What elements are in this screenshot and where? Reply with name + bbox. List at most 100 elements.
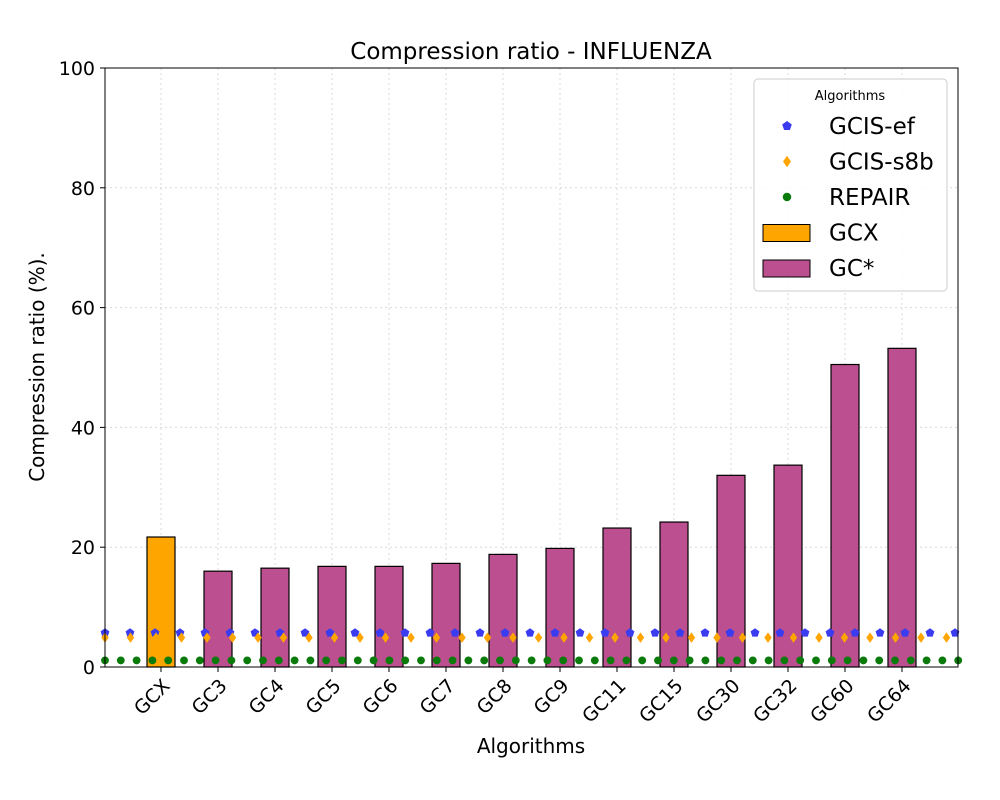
marker-gcis-s8b — [305, 632, 313, 643]
marker-repair — [496, 656, 504, 665]
marker-gcis-s8b — [560, 632, 568, 643]
marker-gcis-ef — [550, 628, 560, 637]
legend-label: GC* — [829, 256, 874, 282]
bar-gc8 — [488, 553, 518, 668]
bar-gc64 — [887, 347, 917, 668]
marker-repair — [590, 656, 599, 665]
x-tick-label: GC30 — [692, 675, 744, 727]
bar-gc3 — [203, 570, 233, 668]
marker-repair — [669, 656, 678, 665]
y-axis: 0 20 40 60 80 100 — [59, 58, 105, 679]
marker-repair — [164, 656, 173, 665]
x-tick-label: GC5 — [302, 675, 346, 719]
marker-gcis-s8b — [407, 632, 415, 643]
marker-repair — [701, 656, 710, 665]
marker-repair — [243, 656, 252, 665]
marker-repair — [827, 656, 836, 665]
marker-repair — [875, 656, 884, 665]
marker-repair — [148, 656, 157, 665]
legend-swatch — [783, 155, 791, 168]
marker-gcis-ef — [450, 628, 460, 637]
legend-items: GCIS-ef GCIS-s8b REPAIR GCX GC* — [762, 114, 934, 282]
x-tick-label: GCX — [130, 675, 175, 720]
marker-gcis-ef — [300, 628, 310, 637]
marker-repair — [891, 656, 899, 665]
plot-frame — [104, 67, 959, 668]
y-tick-label: 40 — [71, 417, 95, 439]
marker-repair — [575, 656, 583, 665]
x-tick-label: GC60 — [806, 675, 858, 727]
marker-repair — [748, 656, 757, 665]
bar-gc9 — [545, 547, 575, 668]
marker-gcis-s8b — [228, 632, 237, 643]
marker-repair — [211, 656, 220, 665]
y-tick-label: 80 — [71, 178, 95, 200]
marker-repair — [764, 656, 773, 665]
marker-gcis-ef — [650, 628, 660, 637]
marker-gcis-s8b — [483, 632, 492, 643]
marker-repair — [322, 656, 331, 665]
x-axis-label: Algorithms — [477, 734, 585, 758]
bar-gc11 — [602, 527, 632, 668]
x-tick-label: GC15 — [635, 675, 687, 727]
x-tick-label: GC8 — [473, 675, 517, 719]
marker-repair — [306, 656, 315, 665]
x-tick-label: GC11 — [578, 675, 630, 727]
legend-label: GCX — [829, 221, 879, 247]
marker-repair — [938, 656, 947, 665]
marker-gcis-s8b — [815, 632, 823, 643]
legend-label: GCIS-ef — [829, 114, 916, 140]
bar-gc60 — [830, 363, 860, 668]
chart-title: Compression ratio - INFLUENZA — [350, 39, 712, 65]
x-tick-label: GC6 — [359, 675, 403, 719]
marker-gcis-s8b — [942, 632, 951, 643]
bar-gc32 — [773, 464, 803, 668]
marker-gcis-ef — [500, 628, 510, 637]
marker-gcis-ef — [375, 628, 385, 637]
marker-repair — [717, 656, 726, 665]
marker-repair — [796, 656, 805, 665]
legend-label: REPAIR — [829, 185, 910, 211]
y-tick-label: 100 — [59, 58, 95, 80]
marker-gcis-s8b — [636, 632, 645, 643]
marker-gcis-s8b — [891, 632, 900, 643]
x-axis: GCX GC3 GC4 GC5 GC6 GC7 GC8 GC9 GC11 GC15 GC30 GC32… — [130, 667, 916, 727]
marker-gcis-ef — [575, 628, 585, 637]
marker-gcis-s8b — [713, 632, 721, 643]
bar-gc5 — [317, 565, 347, 668]
marker-repair — [638, 656, 647, 665]
x-tick-label: GC9 — [530, 675, 574, 719]
marker-gcis-ef — [775, 628, 785, 637]
marker-repair — [812, 656, 820, 665]
x-tick-label: GC64 — [863, 675, 915, 727]
marker-repair — [432, 656, 441, 665]
marker-repair — [906, 656, 915, 665]
marker-gcis-ef — [325, 628, 335, 637]
marker-gcis-ef — [850, 628, 860, 637]
marker-repair — [543, 656, 552, 665]
marker-gcis-s8b — [330, 632, 339, 643]
y-tick-label: 0 — [83, 657, 95, 679]
legend: Algorithms GCIS-ef GCIS-s8b REPAIR GCX GC* — [753, 78, 948, 292]
legend-swatch — [762, 259, 811, 278]
marker-gcis-s8b — [662, 632, 670, 643]
marker-repair — [401, 656, 410, 665]
marker-repair — [922, 656, 931, 665]
marker-repair — [511, 656, 520, 665]
marker-gcis-ef — [825, 628, 835, 637]
marker-gcis-s8b — [611, 632, 619, 643]
marker-gcis-ef — [875, 628, 885, 637]
marker-gcis-s8b — [509, 632, 517, 643]
bar-gc6 — [374, 565, 404, 668]
legend-swatch — [782, 192, 792, 202]
marker-repair — [859, 656, 868, 665]
legend-title: Algorithms — [815, 89, 886, 104]
marker-gcis-s8b — [356, 632, 364, 643]
legend-swatch — [782, 121, 792, 130]
marker-repair — [843, 656, 852, 665]
marker-repair — [353, 656, 362, 665]
marker-gcis-s8b — [534, 632, 543, 643]
marker-gcis-ef — [925, 628, 935, 637]
y-tick-label: 60 — [71, 298, 95, 320]
marker-gcis-ef — [725, 628, 735, 637]
